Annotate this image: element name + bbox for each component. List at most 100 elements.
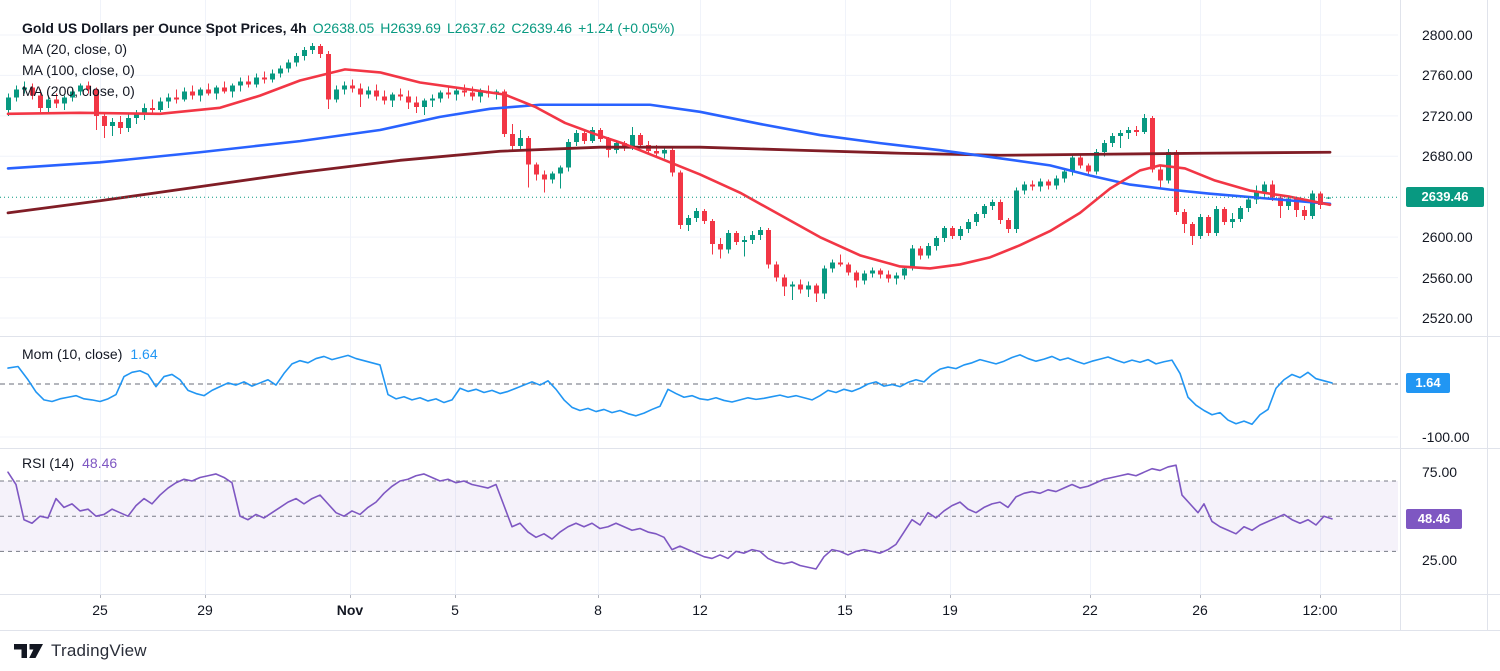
price-axis-label: 2560.00	[1422, 269, 1473, 286]
candle-body	[286, 62, 291, 69]
candle-body	[422, 100, 427, 107]
candle-body	[958, 229, 963, 237]
candle-body	[1070, 157, 1075, 172]
rsi-label[interactable]: RSI (14)	[22, 455, 75, 471]
candle-body	[942, 228, 947, 239]
candle-body	[1094, 152, 1099, 172]
candle-body	[1238, 207, 1243, 219]
candle-body	[414, 102, 419, 107]
candle-body	[782, 277, 787, 287]
candle-body	[894, 275, 899, 279]
tradingview-logo[interactable]: TradingView	[14, 641, 147, 661]
candle-body	[790, 284, 795, 287]
momentum-label[interactable]: Mom (10, close)	[22, 346, 123, 362]
candle-body	[1054, 178, 1059, 186]
close-value: C2639.46	[511, 20, 573, 36]
ohlc-readout: O2638.05 H2639.69 L2637.62 C2639.46 +1.24 (+…	[307, 20, 675, 36]
candle-body	[1022, 184, 1027, 191]
candle-body	[334, 89, 339, 100]
time-axis-label: Nov	[336, 602, 364, 618]
candle-body	[1174, 152, 1179, 212]
candle-body	[1126, 130, 1131, 134]
price-axis-label: 2800.00	[1422, 27, 1473, 43]
time-axis-label: 19	[942, 602, 958, 618]
candle-body	[254, 77, 259, 85]
candle-body	[950, 228, 955, 237]
candle-body	[1286, 198, 1291, 206]
candle-body	[1158, 169, 1163, 181]
candle-body	[558, 167, 563, 174]
momentum-pane-legend[interactable]: Mom (10, close) 1.64	[22, 346, 158, 362]
time-axis-label: 15	[837, 602, 853, 618]
candle-body	[14, 89, 19, 98]
candle-body	[926, 246, 931, 256]
candle-body	[78, 85, 83, 92]
candle-body	[1206, 216, 1211, 234]
rsi-value-badge: 48.46	[1406, 508, 1462, 529]
candle-body	[70, 91, 75, 98]
last-price-badge: 2639.46	[1406, 187, 1484, 208]
candle-body	[142, 107, 147, 114]
candle-body	[630, 135, 635, 149]
candle-body	[22, 87, 27, 90]
main-pane-legend: Gold US Dollars per Ounce Spot Prices, 4…	[22, 18, 675, 102]
candle-body	[870, 270, 875, 274]
candle-body	[806, 285, 811, 290]
candle-body	[246, 81, 251, 85]
candle-body	[574, 133, 579, 143]
candle-body	[1182, 211, 1187, 225]
candle-body	[966, 221, 971, 230]
time-axis-label: 8	[594, 602, 602, 618]
candle-body	[1270, 184, 1275, 198]
candle-body	[846, 264, 851, 273]
candle-body	[550, 173, 555, 180]
symbol-title[interactable]: Gold US Dollars per Ounce Spot Prices, 4…	[22, 20, 307, 36]
candle-body	[622, 143, 627, 149]
tradingview-logo-icon	[14, 644, 43, 658]
candle-body	[974, 213, 979, 222]
candle-body	[190, 91, 195, 96]
rsi-value: 48.46	[82, 455, 118, 471]
candle-body	[6, 97, 11, 110]
candle-body	[1310, 193, 1315, 216]
candle-body	[1038, 181, 1043, 187]
candle-body	[590, 130, 595, 142]
candle-body	[1318, 193, 1323, 205]
candle-body	[814, 285, 819, 294]
candle-body	[910, 248, 915, 269]
ma200-legend[interactable]: MA (200, close, 0)	[22, 83, 135, 99]
candle-body	[262, 77, 267, 80]
time-axis-label: 25	[92, 602, 108, 618]
price-axis-label: 2600.00	[1422, 229, 1473, 246]
candle-body	[886, 274, 891, 279]
rsi-pane-legend[interactable]: RSI (14) 48.46	[22, 455, 117, 471]
candle-body	[110, 121, 115, 126]
ma100-legend[interactable]: MA (100, close, 0)	[22, 62, 135, 78]
candle-body	[1046, 181, 1051, 186]
candle-body	[862, 273, 867, 281]
candle-body	[166, 97, 171, 102]
candle-body	[214, 87, 219, 94]
symbol-legend-row[interactable]: Gold US Dollars per Ounce Spot Prices, 4…	[22, 18, 675, 39]
time-axis-label: 5	[451, 602, 459, 618]
candle-body	[902, 268, 907, 276]
candle-body	[270, 73, 275, 80]
candle-body	[686, 217, 691, 226]
candle-body	[606, 139, 611, 151]
candle-body	[878, 270, 883, 275]
candle-body	[1118, 133, 1123, 137]
candle-body	[854, 272, 859, 281]
ma20-legend[interactable]: MA (20, close, 0)	[22, 41, 128, 57]
candle-body	[390, 94, 395, 101]
candle-body	[1078, 157, 1083, 166]
candle-body	[302, 50, 307, 57]
candle-body	[134, 113, 139, 118]
momentum-value: 1.64	[130, 346, 158, 362]
candle-body	[758, 230, 763, 236]
candle-body	[1302, 209, 1307, 216]
price-axis-label: 2520.00	[1422, 310, 1473, 326]
tradingview-logo-text: TradingView	[51, 641, 147, 660]
candle-body	[982, 205, 987, 214]
candle-body	[454, 90, 459, 95]
